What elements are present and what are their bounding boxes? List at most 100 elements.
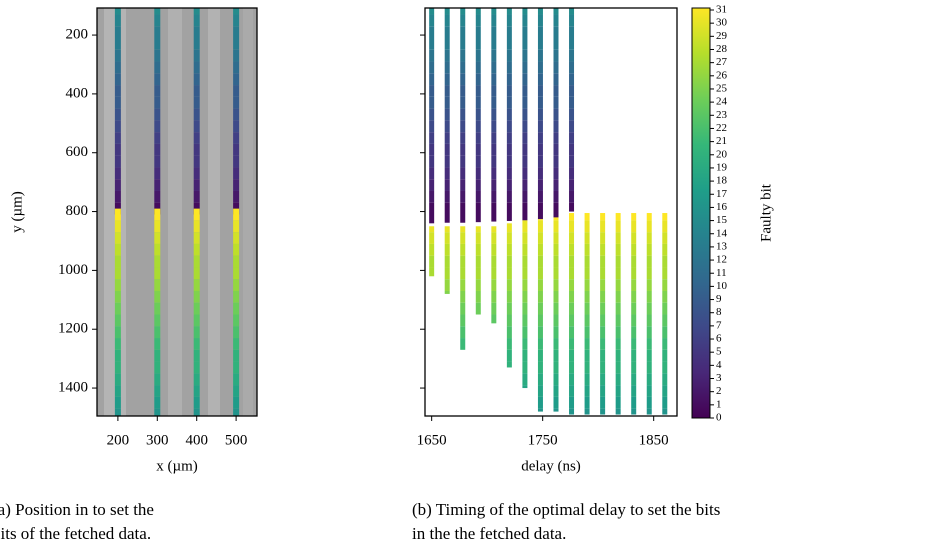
bit-segment (569, 232, 575, 244)
bit-segment (553, 38, 559, 50)
colorbar-tick-label: 13 (716, 240, 728, 252)
bit-segment (475, 61, 481, 74)
bit-segment (584, 302, 590, 315)
y-tick-label: 1400 (58, 379, 88, 395)
bit-segment (553, 279, 559, 291)
bit-segment (475, 49, 481, 62)
bit-segment (569, 96, 575, 109)
bit-segment (444, 61, 450, 74)
bit-segment (553, 373, 559, 386)
bit-segment (569, 26, 575, 39)
bit-segment (537, 255, 543, 268)
bit-segment (569, 61, 575, 74)
bit-segment (537, 373, 543, 386)
bit-segment (662, 408, 668, 415)
bit-segment (154, 232, 161, 244)
delay-column (460, 8, 466, 223)
bit-segment (522, 38, 528, 50)
delay-column (537, 219, 543, 412)
bit-segment (615, 373, 621, 386)
bit-segment (114, 361, 121, 374)
bit-segment (522, 243, 528, 256)
bit-segment (193, 61, 200, 74)
bit-segment (600, 314, 606, 327)
colorbar-tick-label: 4 (716, 359, 722, 371)
bit-segment (460, 190, 466, 203)
bit-segment (233, 8, 240, 15)
bit-segment (537, 279, 543, 291)
bit-segment (154, 38, 161, 50)
bit-segment (553, 179, 559, 191)
colorbar-tick-label: 19 (716, 161, 728, 173)
bit-segment (615, 243, 621, 256)
bit-segment (444, 96, 450, 109)
bit-segment (506, 190, 512, 203)
bit-segment (646, 302, 652, 315)
bit-segment (569, 190, 575, 203)
bit-segment (522, 14, 528, 27)
bit-segment (233, 26, 240, 39)
bit-segment (429, 108, 435, 121)
bit-segment (553, 302, 559, 315)
bit-segment (444, 26, 450, 39)
bit-segment (154, 143, 161, 156)
bit-segment (615, 314, 621, 327)
bit-segment (193, 73, 200, 86)
bit-segment (193, 26, 200, 39)
bit-segment (114, 279, 121, 291)
bit-segment (233, 38, 240, 50)
bit-segment (491, 132, 497, 144)
bit-segment (475, 14, 481, 27)
bit-segment (444, 290, 450, 294)
bit-segment (444, 232, 450, 244)
bit-segment (537, 8, 543, 15)
bit-segment (522, 61, 528, 74)
bit-segment (537, 190, 543, 203)
bit-segment (233, 167, 240, 180)
bit-segment (460, 279, 466, 291)
bit-segment (646, 396, 652, 409)
bit-segment (491, 96, 497, 109)
bit-segment (193, 255, 200, 268)
bit-segment (506, 223, 512, 233)
bit-segment (537, 408, 543, 412)
bit-segment (491, 267, 497, 280)
bit-segment (460, 155, 466, 168)
bit-segment (522, 96, 528, 109)
bit-segment (154, 179, 161, 191)
bit-segment (154, 26, 161, 39)
bit-segment (600, 279, 606, 291)
bit-segment (553, 290, 559, 303)
x-tick-label: 500 (225, 432, 248, 448)
bit-segment (491, 8, 497, 15)
bit-segment (584, 232, 590, 244)
bit-segment (553, 49, 559, 62)
bit-segment (646, 373, 652, 386)
bit-segment (569, 143, 575, 156)
bit-segment (475, 267, 481, 280)
plot-area (114, 8, 240, 416)
bit-segment (233, 132, 240, 144)
bit-segment (460, 267, 466, 280)
bit-segment (522, 8, 528, 15)
bit-segment (537, 167, 543, 180)
bit-segment (444, 179, 450, 191)
bit-segment (522, 326, 528, 339)
bit-segment (429, 190, 435, 203)
bit-segment (193, 314, 200, 327)
y-tick-label: 600 (66, 144, 89, 160)
bit-segment (114, 255, 121, 268)
bit-segment (193, 232, 200, 244)
delay-column (569, 8, 575, 212)
bit-segment (193, 373, 200, 386)
bit-segment (154, 49, 161, 62)
bit-segment (429, 202, 435, 224)
bit-segment (154, 8, 161, 15)
bit-segment (569, 314, 575, 327)
bit-segment (114, 108, 121, 121)
bit-segment (154, 155, 161, 168)
bit-segment (491, 226, 497, 233)
bit-segment (584, 326, 590, 339)
bit-segment (154, 190, 161, 203)
bit-segment (114, 120, 121, 133)
